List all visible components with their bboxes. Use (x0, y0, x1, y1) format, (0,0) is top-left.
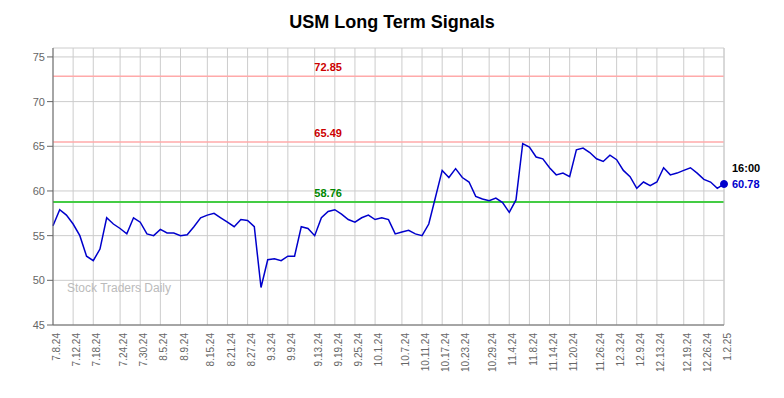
svg-text:11.4.24: 11.4.24 (507, 333, 518, 366)
svg-text:10.23.24: 10.23.24 (460, 333, 471, 372)
svg-text:9.3.24: 9.3.24 (266, 333, 277, 361)
svg-text:12.9.24: 12.9.24 (635, 333, 646, 367)
svg-text:1.2.25: 1.2.25 (722, 333, 733, 361)
svg-text:10.29.24: 10.29.24 (487, 333, 498, 372)
svg-text:10.7.24: 10.7.24 (400, 333, 411, 367)
svg-text:58.76: 58.76 (314, 187, 342, 199)
svg-text:7.18.24: 7.18.24 (91, 333, 102, 367)
svg-text:11.20.24: 11.20.24 (568, 333, 579, 372)
svg-text:8.15.24: 8.15.24 (205, 333, 216, 367)
svg-text:12.13.24: 12.13.24 (655, 333, 666, 372)
svg-text:12.19.24: 12.19.24 (682, 333, 693, 372)
svg-text:12.3.24: 12.3.24 (615, 333, 626, 367)
svg-text:7.8.24: 7.8.24 (51, 333, 62, 361)
svg-text:11.14.24: 11.14.24 (548, 333, 559, 372)
svg-text:7.30.24: 7.30.24 (138, 333, 149, 367)
html-text:Stock Traders Daily: Stock Traders Daily (67, 281, 171, 296)
svg-text:7.24.24: 7.24.24 (118, 333, 129, 367)
svg-text:9.19.24: 9.19.24 (333, 333, 344, 367)
svg-text:9.13.24: 9.13.24 (313, 333, 324, 367)
svg-text:8.5.24: 8.5.24 (158, 333, 169, 361)
svg-text:65: 65 (33, 140, 45, 152)
svg-text:8.9.24: 8.9.24 (179, 333, 190, 361)
svg-text:11.8.24: 11.8.24 (528, 333, 539, 366)
svg-text:8.21.24: 8.21.24 (226, 333, 237, 367)
svg-text:10.11.24: 10.11.24 (420, 333, 431, 372)
svg-text:8.27.24: 8.27.24 (246, 333, 257, 367)
svg-text:60: 60 (33, 185, 45, 197)
svg-text:65.49: 65.49 (314, 127, 342, 139)
svg-text:45: 45 (33, 319, 45, 331)
svg-text:55: 55 (33, 230, 45, 242)
svg-text:72.85: 72.85 (314, 61, 342, 73)
svg-text:70: 70 (33, 96, 45, 108)
html-text:USM Long Term Signals: USM Long Term Signals (289, 12, 495, 32)
svg-text:12.26.24: 12.26.24 (702, 333, 713, 372)
svg-text:10.1.24: 10.1.24 (373, 333, 384, 367)
svg-text:7.12.24: 7.12.24 (71, 333, 82, 367)
svg-text:60.78: 60.78 (732, 178, 760, 190)
svg-text:50: 50 (33, 274, 45, 286)
svg-text:9.25.24: 9.25.24 (353, 333, 364, 367)
svg-text:75: 75 (33, 51, 45, 63)
svg-text:9.9.24: 9.9.24 (286, 333, 297, 361)
svg-text:11.26.24: 11.26.24 (595, 333, 606, 372)
svg-text:10.17.24: 10.17.24 (440, 333, 451, 372)
svg-text:16:00: 16:00 (732, 162, 760, 174)
